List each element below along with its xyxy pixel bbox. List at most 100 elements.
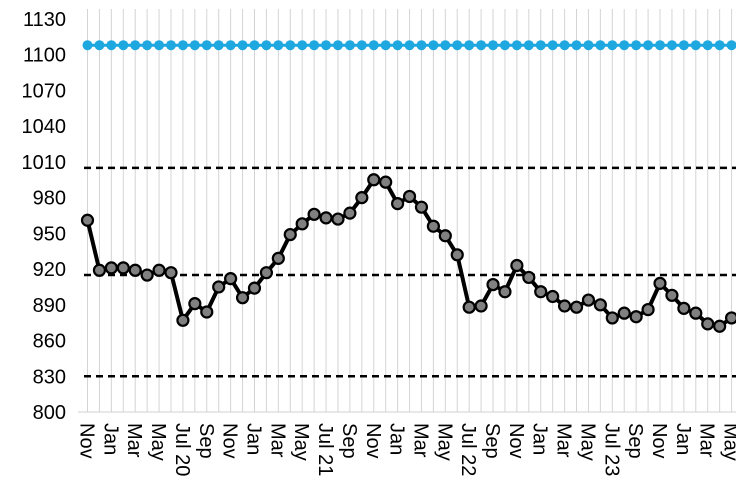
x-tick-label: May bbox=[290, 423, 312, 461]
data-point bbox=[297, 40, 308, 51]
data-point bbox=[450, 248, 464, 262]
data-point bbox=[557, 299, 572, 313]
data-point bbox=[713, 319, 727, 333]
x-tick-label: Mar bbox=[123, 423, 145, 458]
data-point bbox=[116, 261, 130, 275]
data-point bbox=[631, 40, 642, 51]
data-point bbox=[619, 40, 630, 51]
data-point bbox=[569, 300, 584, 314]
x-tick-label: May bbox=[433, 423, 455, 461]
data-point bbox=[498, 285, 512, 299]
x-tick-label: Jul 22 bbox=[457, 423, 479, 476]
x-tick-label: Jan bbox=[242, 423, 264, 455]
data-point bbox=[165, 40, 176, 51]
data-point bbox=[474, 299, 488, 313]
y-tick-label: 830 bbox=[33, 366, 66, 388]
data-point bbox=[367, 173, 381, 187]
data-point bbox=[309, 40, 320, 51]
data-point bbox=[177, 40, 188, 51]
data-point bbox=[247, 281, 262, 295]
y-tick-label: 1100 bbox=[23, 45, 66, 67]
data-point bbox=[321, 40, 332, 51]
data-point bbox=[476, 40, 487, 51]
x-tick-label: Mar bbox=[266, 423, 288, 458]
x-tick-label: May bbox=[147, 423, 169, 461]
x-tick-label: Nov bbox=[362, 423, 384, 459]
data-point bbox=[629, 310, 643, 324]
x-tick-label: Jul 21 bbox=[314, 423, 336, 476]
data-point bbox=[344, 40, 355, 51]
data-point bbox=[128, 263, 142, 277]
data-point bbox=[607, 40, 618, 51]
y-tick-label: 920 bbox=[33, 259, 66, 281]
data-point bbox=[414, 200, 429, 214]
data-point bbox=[261, 40, 272, 51]
data-point bbox=[559, 40, 570, 51]
data-point bbox=[130, 40, 141, 51]
data-point bbox=[189, 40, 200, 51]
y-tick-label: 1010 bbox=[22, 152, 67, 174]
data-point bbox=[201, 40, 212, 51]
y-tick-label: 890 bbox=[33, 295, 66, 317]
data-point bbox=[546, 289, 560, 304]
data-point bbox=[714, 40, 725, 51]
x-tick-label: Mar bbox=[553, 423, 575, 458]
data-point bbox=[665, 288, 679, 302]
data-point bbox=[224, 272, 238, 286]
data-point bbox=[404, 40, 415, 51]
data-point bbox=[452, 40, 463, 51]
data-point bbox=[164, 266, 178, 280]
data-point bbox=[617, 306, 631, 320]
data-point bbox=[677, 301, 691, 315]
y-tick-label: 1040 bbox=[22, 116, 67, 138]
data-point bbox=[522, 270, 536, 285]
x-tick-label: Mar bbox=[409, 423, 431, 458]
data-point bbox=[271, 251, 285, 265]
data-point bbox=[225, 40, 236, 51]
data-point bbox=[666, 40, 677, 51]
data-point bbox=[488, 40, 499, 51]
data-point bbox=[690, 40, 701, 51]
data-point bbox=[380, 40, 391, 51]
data-point bbox=[259, 266, 274, 280]
data-point bbox=[581, 293, 596, 307]
data-point bbox=[319, 211, 333, 225]
data-point bbox=[486, 277, 500, 292]
data-point bbox=[140, 268, 154, 282]
data-point bbox=[438, 229, 452, 243]
y-tick-label: 800 bbox=[33, 402, 66, 424]
vertical-gridlines bbox=[87, 9, 733, 412]
data-point bbox=[212, 280, 226, 294]
series-2 bbox=[80, 173, 736, 333]
y-tick-label: 860 bbox=[33, 331, 66, 353]
data-point bbox=[511, 40, 522, 51]
x-tick-label: Mar bbox=[696, 423, 718, 458]
data-point bbox=[571, 40, 582, 51]
data-point bbox=[379, 175, 393, 189]
data-point bbox=[689, 306, 703, 320]
data-point bbox=[641, 302, 655, 317]
data-point bbox=[678, 40, 689, 51]
data-point bbox=[356, 40, 367, 51]
x-tick-label: Jan bbox=[672, 423, 694, 455]
x-tick-label: Nov bbox=[219, 423, 241, 459]
data-point bbox=[106, 40, 117, 51]
data-point bbox=[402, 189, 417, 204]
series-1 bbox=[82, 40, 736, 51]
data-point bbox=[464, 40, 475, 51]
data-point bbox=[235, 291, 250, 305]
data-point bbox=[118, 40, 129, 51]
x-tick-label: Jul 23 bbox=[600, 423, 622, 476]
data-point bbox=[82, 40, 93, 51]
data-point bbox=[283, 227, 297, 242]
y-tick-label: 1070 bbox=[22, 80, 67, 102]
x-tick-label: Jan bbox=[386, 423, 408, 455]
data-point bbox=[104, 261, 118, 275]
data-point bbox=[152, 263, 166, 277]
x-tick-label: Jul 20 bbox=[171, 423, 193, 476]
x-tick-label: Jan bbox=[529, 423, 551, 455]
data-point bbox=[332, 40, 343, 51]
reference-lines bbox=[84, 166, 736, 378]
x-tick-label: Sep bbox=[481, 423, 503, 459]
